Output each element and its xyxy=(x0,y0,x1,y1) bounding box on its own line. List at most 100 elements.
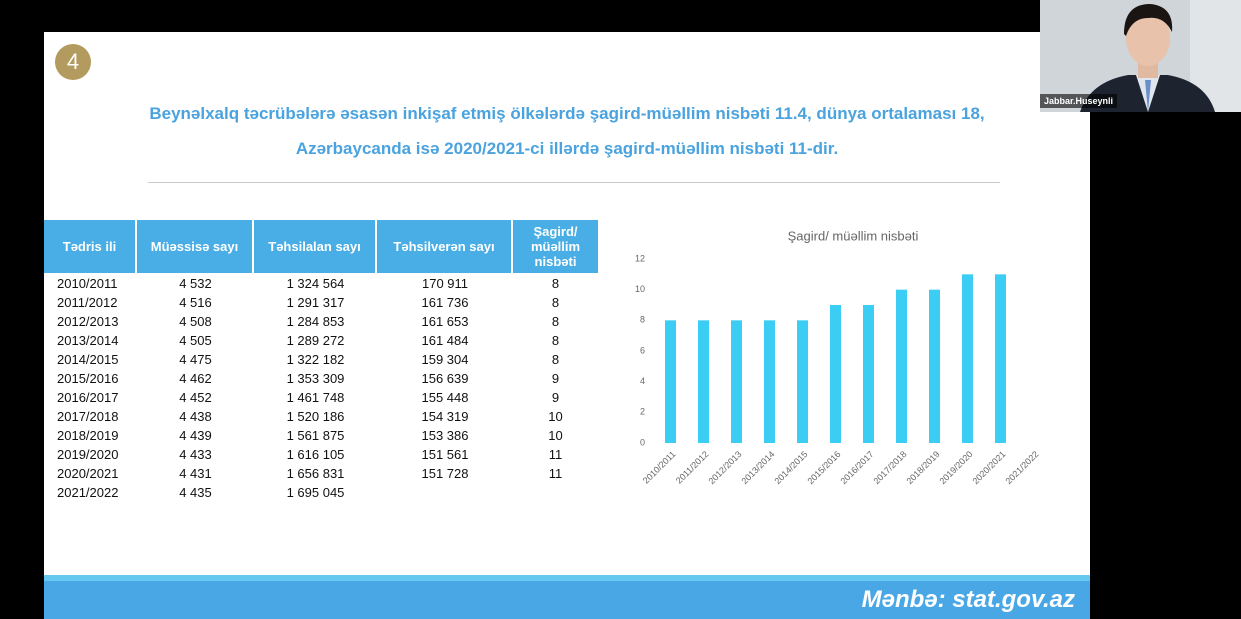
footer xyxy=(44,581,1090,619)
table-cell: 2014/2015 xyxy=(57,352,119,367)
table-header-cell: Təhsilalan sayı xyxy=(254,220,375,273)
table-cell: 2011/2012 xyxy=(57,295,118,310)
table-cell: 8 xyxy=(551,295,560,310)
x-tick-label: 2019/2020 xyxy=(937,449,974,486)
x-tick-label: 2020/2021 xyxy=(970,449,1007,486)
bar xyxy=(665,320,676,443)
x-tick-label: 2012/2013 xyxy=(706,449,743,486)
table-cell: 2013/2014 xyxy=(57,333,119,348)
table-cell: 1 561 875 xyxy=(286,428,345,443)
table-cell: 1 289 272 xyxy=(286,333,345,348)
table-cell: 8 xyxy=(551,333,560,348)
y-tick-label: 12 xyxy=(635,253,645,263)
bar xyxy=(797,320,808,443)
table-cell: 161 736 xyxy=(421,295,469,310)
bar xyxy=(830,305,841,443)
table-cell: 2018/2019 xyxy=(57,428,119,443)
table-cell: 2010/2011 xyxy=(57,276,118,291)
table-cell: 1 656 831 xyxy=(286,466,345,481)
table-cell: 154 319 xyxy=(421,409,469,424)
x-tick-label: 2016/2017 xyxy=(838,449,875,486)
table-cell: 2012/2013 xyxy=(57,314,119,329)
footer-stripe xyxy=(44,575,1090,581)
table-cell: 10 xyxy=(548,409,563,424)
webcam: Jabbar.Huseynli xyxy=(1040,0,1241,112)
table-cell: 10 xyxy=(548,428,563,443)
table-cell: 1 291 317 xyxy=(286,295,345,310)
table-cell: 8 xyxy=(551,352,560,367)
source: Mənbə: stat.gov.az xyxy=(861,586,1075,613)
table-cell: 11 xyxy=(548,466,563,481)
table-cell: 2015/2016 xyxy=(57,371,119,386)
table-cell: 4 439 xyxy=(179,428,212,443)
table-cell: 2019/2020 xyxy=(57,447,119,462)
y-tick-label: 2 xyxy=(640,407,645,417)
x-tick-label: 2018/2019 xyxy=(904,449,941,486)
table-cell: 170 911 xyxy=(421,276,469,291)
table-cell: 159 304 xyxy=(421,352,469,367)
table-cell: 4 435 xyxy=(179,485,212,500)
table-cell: 4 516 xyxy=(179,295,212,310)
table-header-cell: Müəssisə sayı xyxy=(137,220,252,273)
table-cell: 4 505 xyxy=(179,333,212,348)
chart-title: Şagird/ müəllim nisbəti xyxy=(788,228,919,243)
bar xyxy=(962,274,973,443)
table-cell: 9 xyxy=(551,390,560,405)
table-cell: 2021/2022 xyxy=(57,485,119,500)
table-header-cell: Tədris ili xyxy=(44,220,135,273)
table-cell: 1 616 105 xyxy=(286,447,345,462)
table-header-cell: Şagird/ müəllim nisbəti xyxy=(513,220,598,273)
x-tick-label: 2011/2012 xyxy=(674,449,711,486)
table-cell: 151 561 xyxy=(421,447,469,462)
table-cell: 1 324 564 xyxy=(286,276,345,291)
bar xyxy=(764,320,775,443)
x-tick-label: 2013/2014 xyxy=(739,449,776,486)
table-cell: 4 452 xyxy=(179,390,212,405)
table-cell: 161 484 xyxy=(421,333,469,348)
bar xyxy=(995,274,1006,443)
slide: 4 Beynəlxalq təcrübələrə əsasən inkişaf … xyxy=(44,32,1090,619)
table-cell: 1 695 045 xyxy=(286,485,345,500)
table-header-cell: Təhsilverən sayı xyxy=(377,220,511,273)
table-cell: 4 508 xyxy=(179,314,212,329)
bar xyxy=(698,320,709,443)
y-tick-label: 8 xyxy=(640,315,645,325)
x-tick-label: 2021/2022 xyxy=(1003,449,1040,486)
table-cell: 11 xyxy=(548,447,563,462)
table-cell: 161 653 xyxy=(421,314,469,329)
table-cell: 4 475 xyxy=(179,352,212,367)
divider xyxy=(148,182,1000,183)
bar xyxy=(896,289,907,443)
table-cell: 4 438 xyxy=(179,409,212,424)
table-cell: 1 322 182 xyxy=(286,352,345,367)
slide-number: 4 xyxy=(55,44,91,80)
table-cell: 156 639 xyxy=(421,371,469,386)
y-tick-label: 0 xyxy=(640,437,645,447)
bar xyxy=(731,320,742,443)
y-tick-label: 10 xyxy=(635,284,645,294)
table-cell: 153 386 xyxy=(421,428,469,443)
table-cell: 8 xyxy=(551,276,560,291)
headline: Beynəlxalq təcrübələrə əsasən inkişaf et… xyxy=(149,104,985,123)
table-cell: 1 353 309 xyxy=(286,371,345,386)
participant-name: Jabbar.Huseynli xyxy=(1040,94,1118,108)
table-cell: 1 284 853 xyxy=(286,314,345,329)
bar xyxy=(863,305,874,443)
table-cell: 8 xyxy=(551,314,560,329)
table-cell: 9 xyxy=(551,371,560,386)
headline: Azərbaycanda isə 2020/2021-ci illərdə şa… xyxy=(295,139,839,158)
x-tick-label: 2014/2015 xyxy=(772,449,809,486)
x-tick-label: 2015/2016 xyxy=(805,449,842,486)
table-cell: 2017/2018 xyxy=(57,409,119,424)
table-cell: 1 520 186 xyxy=(286,409,345,424)
table-cell: 4 433 xyxy=(179,447,212,462)
table-cell: 1 461 748 xyxy=(286,390,345,405)
table-cell: 2016/2017 xyxy=(57,390,119,405)
y-tick-label: 6 xyxy=(640,345,645,355)
chart: Şagird/ müəllim nisbəti 0 2 4 6 8 10 12 2010/20… xyxy=(635,228,1041,486)
table-cell: 4 532 xyxy=(179,276,212,291)
table-cell: 155 448 xyxy=(421,390,469,405)
table-cell: 151 728 xyxy=(421,466,469,481)
table-cell: 4 431 xyxy=(179,466,212,481)
y-tick-label: 4 xyxy=(640,376,645,386)
